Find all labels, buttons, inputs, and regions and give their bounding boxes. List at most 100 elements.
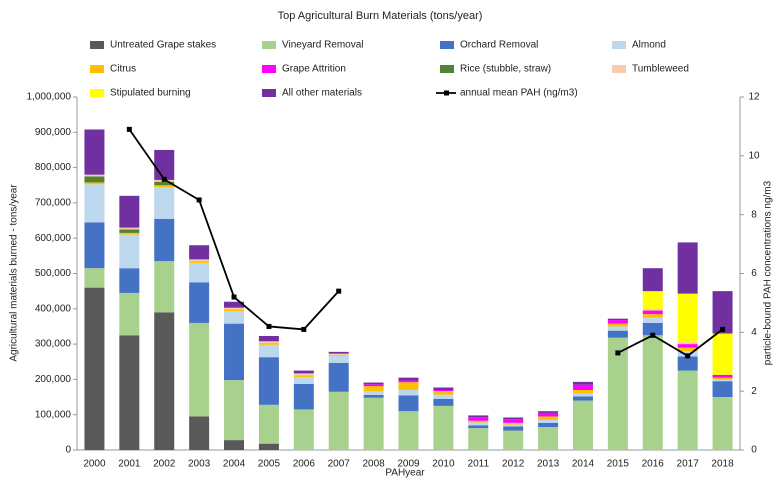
bar-segment xyxy=(677,242,698,294)
y-tick-label: 300,000 xyxy=(35,339,72,350)
bar-segment xyxy=(84,222,105,269)
bar-segment xyxy=(503,424,524,427)
x-tick-label: 2001 xyxy=(118,459,141,470)
bar-segment xyxy=(503,419,524,423)
bar-segment xyxy=(328,355,349,363)
x-tick-label: 2004 xyxy=(223,459,246,470)
legend-swatch xyxy=(90,65,104,73)
bar-segment xyxy=(677,356,698,371)
y-axis-title: Agricultural materials burned - tons/yea… xyxy=(9,184,20,362)
bar-segment xyxy=(712,333,733,375)
bar-segment xyxy=(154,218,175,262)
line-marker xyxy=(161,176,167,182)
bar-segment xyxy=(154,261,175,313)
bar-segment xyxy=(468,420,489,423)
bar-segment xyxy=(503,426,524,431)
bar-segment xyxy=(468,428,489,450)
y2-tick-label: 0 xyxy=(751,445,757,456)
bar-segment xyxy=(119,268,140,293)
bar-segment xyxy=(119,232,140,235)
x-tick-label: 2003 xyxy=(188,459,211,470)
y2-tick-label: 4 xyxy=(751,327,757,338)
line-marker xyxy=(615,350,621,356)
bar-segment xyxy=(677,370,698,450)
bar-segment xyxy=(189,282,210,323)
bar-segment xyxy=(468,417,489,421)
bar-segment xyxy=(503,430,524,450)
legend-label: annual mean PAH (ng/m3) xyxy=(460,88,578,99)
y-tick-label: 0 xyxy=(65,445,71,456)
x-tick-label: 2018 xyxy=(711,459,734,470)
legend-swatch xyxy=(90,41,104,49)
bar-segment xyxy=(712,374,733,378)
bar-segment xyxy=(328,362,349,392)
chart-title: Top Agricultural Burn Materials (tons/ye… xyxy=(278,10,483,22)
bar-segment xyxy=(84,129,105,175)
line-marker xyxy=(126,126,132,132)
bar-segment xyxy=(119,227,140,230)
bar-segment xyxy=(572,384,593,390)
legend-label: Vineyard Removal xyxy=(282,40,364,51)
bar-segment xyxy=(538,419,559,423)
x-tick-label: 2015 xyxy=(607,459,630,470)
x-tick-label: 2005 xyxy=(258,459,281,470)
bar-segment xyxy=(572,381,593,385)
bar-segment xyxy=(677,342,698,345)
x-tick-label: 2008 xyxy=(362,459,385,470)
bar-segment xyxy=(468,415,489,418)
bar-segment xyxy=(258,357,279,405)
legend-label: Stipulated burning xyxy=(110,88,191,99)
bar-segment xyxy=(258,344,279,358)
line xyxy=(128,128,724,357)
y-tick-label: 700,000 xyxy=(35,198,72,209)
legend-swatch xyxy=(90,89,104,97)
bar-segment xyxy=(363,382,384,385)
bar-segment xyxy=(154,149,175,180)
bar-segment xyxy=(189,416,210,450)
line-marker xyxy=(196,197,202,203)
line-marker xyxy=(685,353,691,359)
bar-segment xyxy=(119,234,140,269)
y-tick-label: 100,000 xyxy=(35,409,72,420)
bar-segment xyxy=(607,337,628,450)
bar-segment xyxy=(293,375,314,377)
bar-segment xyxy=(398,380,419,383)
bar-segment xyxy=(433,394,454,399)
bar-segment xyxy=(84,268,105,288)
bar-segment xyxy=(224,440,245,450)
bar-segment xyxy=(154,181,175,186)
bar-segment xyxy=(642,268,663,292)
bar-segment xyxy=(712,291,733,334)
bar-segment xyxy=(189,322,210,417)
bar-segment xyxy=(712,377,733,380)
bar-segment xyxy=(224,307,245,310)
bar-segment xyxy=(328,354,349,356)
y-tick-label: 500,000 xyxy=(35,268,72,279)
x-tick-label: 2006 xyxy=(293,459,316,470)
bar-segment xyxy=(293,409,314,450)
line-marker xyxy=(720,326,726,332)
y-tick-label: 1,000,000 xyxy=(27,92,72,103)
bar-segment xyxy=(363,386,384,392)
bar-segment xyxy=(642,310,663,315)
bar-segment xyxy=(642,308,663,311)
y2-tick-label: 2 xyxy=(751,386,757,397)
x-tick-label: 2014 xyxy=(572,459,595,470)
x-tick-label: 2009 xyxy=(397,459,420,470)
bar-segment xyxy=(258,343,279,345)
bar-segment xyxy=(712,381,733,398)
bar-segment xyxy=(119,195,140,228)
bar-segment xyxy=(503,417,524,420)
bar-segment xyxy=(119,229,140,233)
x-tick-label: 2013 xyxy=(537,459,560,470)
x-tick-label: 2012 xyxy=(502,459,525,470)
y-tick-label: 800,000 xyxy=(35,162,72,173)
bar-segment xyxy=(677,347,698,352)
bar-segment xyxy=(572,396,593,401)
bar-segment xyxy=(572,389,593,394)
legend-label: Citrus xyxy=(110,64,136,75)
x-tick-label: 2010 xyxy=(432,459,455,470)
bar-segment xyxy=(468,422,489,426)
legend-swatch xyxy=(262,41,276,49)
line-marker xyxy=(231,294,237,300)
